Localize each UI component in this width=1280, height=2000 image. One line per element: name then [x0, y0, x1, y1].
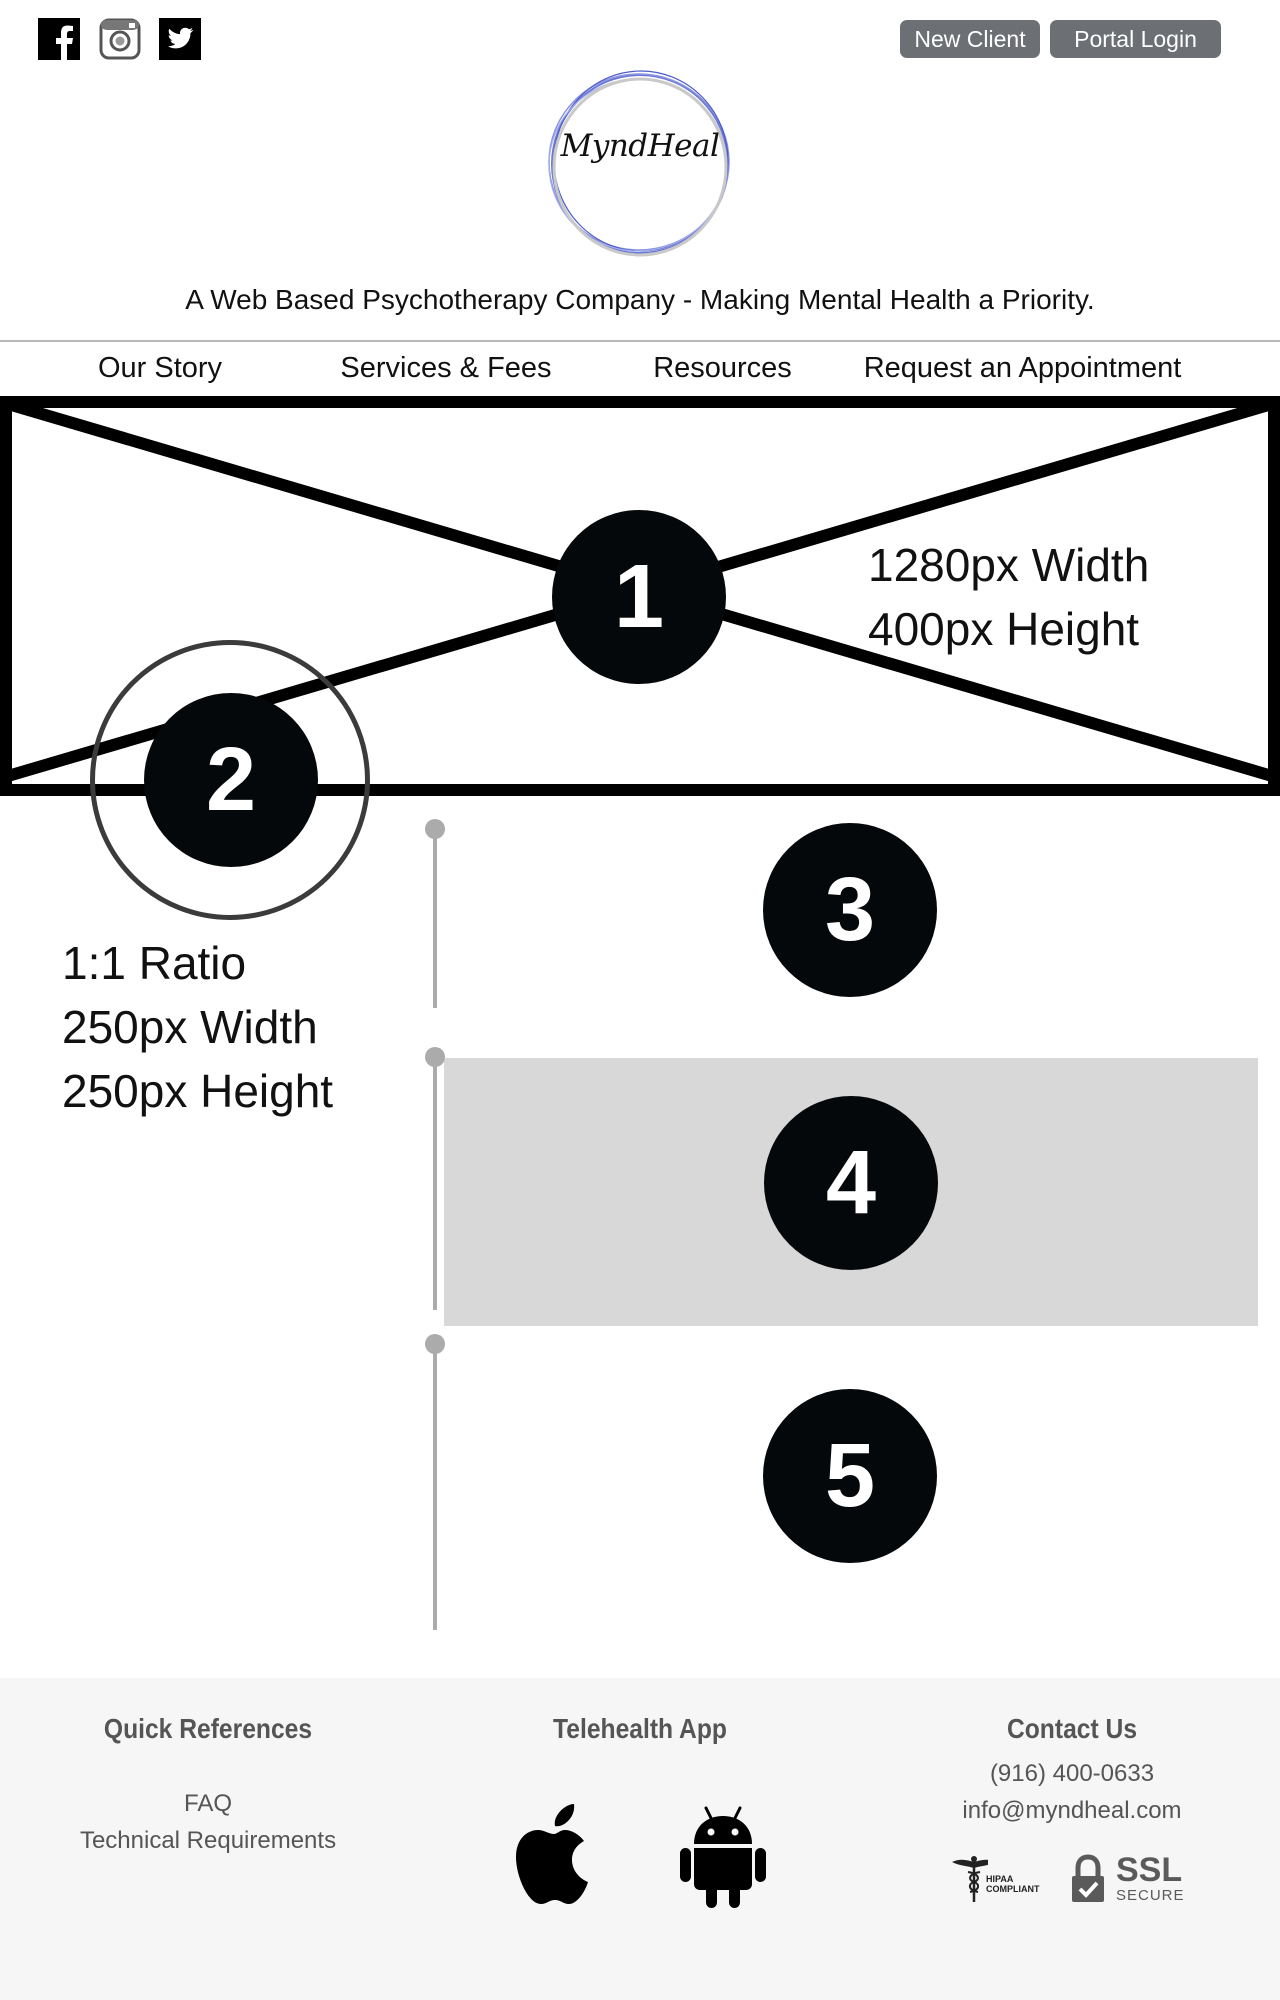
profile-height-spec: 250px Height	[62, 1065, 334, 1117]
nav-item-resources[interactable]: Resources	[653, 352, 792, 384]
apple-icon[interactable]	[514, 1804, 596, 1904]
ssl-label: SSL	[1116, 1851, 1183, 1889]
profile-image-placeholder	[90, 640, 370, 920]
hipaa-badge: HIPAA COMPLIANT	[948, 1852, 1040, 1904]
twitter-icon[interactable]	[159, 18, 201, 60]
hipaa-sublabel: COMPLIANT	[986, 1884, 1040, 1894]
caduceus-icon	[952, 1856, 988, 1902]
badge-2: 2	[144, 693, 318, 867]
profile-ratio-spec: 1:1 Ratio	[62, 937, 247, 989]
nav-item-services-fees[interactable]: Services & Fees	[340, 352, 552, 384]
ssl-sublabel: SECURE	[1116, 1887, 1185, 1904]
timeline-line	[433, 1058, 437, 1310]
nav-divider	[0, 340, 1280, 342]
timeline-line	[433, 1344, 437, 1630]
badge-4: 4	[764, 1096, 938, 1270]
new-client-button[interactable]: New Client	[900, 20, 1040, 58]
timeline-dot	[425, 1047, 445, 1067]
contact-email-link[interactable]: info@myndheal.com	[962, 1797, 1182, 1824]
logo[interactable]: MyndHeal	[546, 64, 734, 260]
facebook-icon[interactable]	[38, 18, 80, 60]
ssl-badge: SSL SECURE	[1070, 1851, 1185, 1906]
footer	[0, 1678, 1280, 2000]
tagline: A Web Based Psychotherapy Company - Maki…	[185, 284, 1095, 315]
hero-width-spec: 1280px Width	[868, 539, 1150, 591]
hero-height-spec: 400px Height	[868, 603, 1140, 655]
padlock-icon	[1072, 1854, 1104, 1902]
hipaa-label: HIPAA	[986, 1874, 1014, 1884]
faq-link[interactable]: FAQ	[183, 1790, 232, 1817]
nav-item-our-story[interactable]: Our Story	[97, 352, 223, 384]
timeline-line	[433, 830, 437, 1008]
timeline-dot	[425, 819, 445, 839]
quick-references-heading: Quick References	[103, 1713, 313, 1744]
badge-3: 3	[763, 823, 937, 997]
android-icon[interactable]	[678, 1804, 768, 1908]
logo-text: MyndHeal	[560, 128, 720, 164]
badge-1: 1	[552, 510, 726, 684]
logo-ring-icon	[548, 70, 730, 257]
contact-us-heading: Contact Us	[1006, 1713, 1138, 1744]
badge-5: 5	[763, 1389, 937, 1563]
portal-login-button[interactable]: Portal Login	[1050, 20, 1221, 58]
profile-width-spec: 250px Width	[62, 1001, 318, 1053]
technical-requirements-link[interactable]: Technical Requirements	[79, 1827, 337, 1854]
nav-item-request-appointment[interactable]: Request an Appointment	[863, 352, 1182, 384]
instagram-icon[interactable]	[99, 18, 141, 60]
contact-phone: (916) 400-0633	[989, 1760, 1155, 1787]
telehealth-app-heading: Telehealth App	[553, 1713, 727, 1744]
